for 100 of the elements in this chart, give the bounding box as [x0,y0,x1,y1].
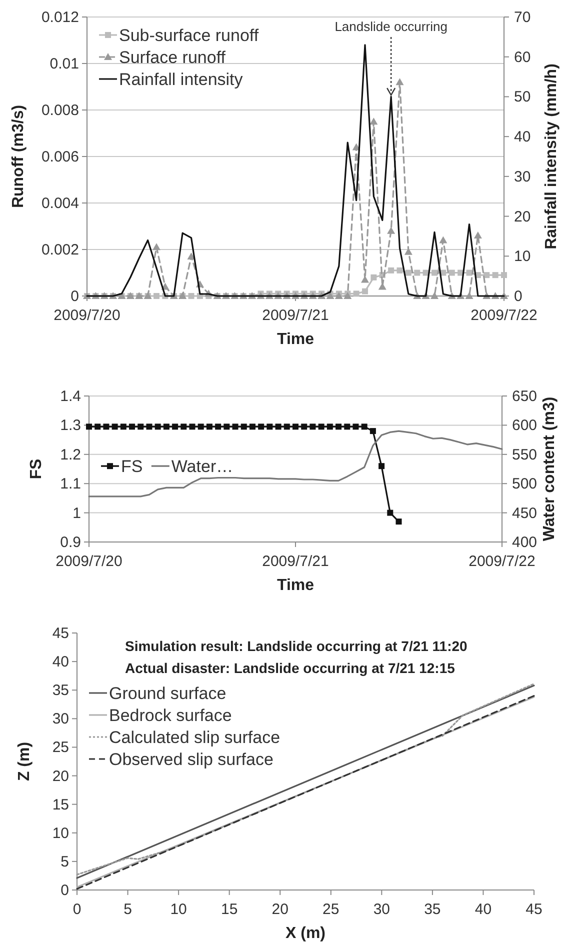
x-axis-title: Time [276,577,314,594]
x-axis-title: Time [276,331,314,348]
point [344,424,350,430]
point [310,424,316,430]
point [301,424,308,430]
point [378,282,386,290]
y-axis-title: FS [28,458,45,480]
x-tick-label: 45 [526,901,542,918]
point [163,424,170,430]
annotation: Actual disaster: Landslide occurring at 7/21 12:15 [125,660,456,676]
point [361,276,369,283]
y2-tick-label: 40 [514,128,531,146]
point [388,267,394,274]
annotation: Landslide occurring [334,19,448,34]
x-tick-label: 2009/7/20 [54,307,120,324]
y2-tick-label: 50 [514,88,531,106]
point [154,424,161,430]
x-axis-title: X (m) [286,925,326,942]
point [466,270,472,276]
point [370,428,376,434]
y-axis-title: Z (m) [16,742,33,782]
point [180,424,187,430]
legend-label: Calculated slip surface [109,728,280,747]
y-tick-label: 1.4 [60,388,81,405]
legend-label: Water… [171,457,234,476]
point [188,293,194,299]
point [396,518,402,525]
x-tick-label: 2009/7/21 [262,553,329,570]
point [396,267,403,274]
point [94,424,101,430]
y-tick-label: 1.1 [60,476,81,493]
point [352,424,359,430]
y-tick-label: 0.9 [60,534,81,551]
y-tick-label: 45 [52,625,69,642]
point [326,424,333,430]
legend-label: Bedrock surface [109,706,232,725]
y2-tick-label: 600 [512,417,538,434]
point [405,270,412,276]
legend-label: FS [121,457,143,476]
y-tick-label: 15 [52,796,69,814]
point [318,424,324,430]
point [387,226,396,234]
y2-tick-label: 650 [512,388,538,405]
x-tick-label: 25 [322,901,340,918]
point [396,78,404,86]
point [240,424,247,430]
point [501,272,507,278]
y2-tick-label: 550 [512,446,538,464]
x-tick-label: 30 [373,901,390,918]
point [465,292,474,299]
y-tick-label: 35 [52,682,69,700]
y2-tick-label: 400 [512,534,538,551]
x-tick-label: 2009/7/20 [56,553,122,570]
point [129,424,136,430]
y-tick-label: 0.002 [41,242,79,258]
point [258,424,264,430]
point [206,424,212,430]
point [448,270,455,276]
point [439,236,448,244]
point [146,424,152,430]
point [198,424,204,430]
y2-tick-label: 60 [514,48,531,66]
point [430,292,438,299]
y-tick-label: 10 [52,824,69,842]
y2-tick-label: 30 [514,168,531,186]
x-tick-label: 40 [474,901,492,918]
point [432,270,438,276]
point [120,424,126,430]
point [362,288,368,294]
point [249,424,256,430]
point [492,272,498,278]
x-tick-label: 2009/7/21 [262,307,329,324]
y-tick-label: 0.01 [50,56,79,72]
point [172,424,178,430]
point [370,274,377,280]
x-tick-label: 15 [220,901,238,918]
y-axis-title: Runoff (m3/s) [10,104,27,208]
point [232,424,238,430]
y2-tick-label: 450 [512,504,538,522]
x-tick-label: 2009/7/22 [468,553,536,570]
point [414,270,420,276]
point [474,232,482,239]
point [152,243,160,250]
y-tick-label: 0.006 [41,148,79,166]
y-tick-label: 20 [52,768,69,785]
point [86,424,92,430]
y2-axis-title: Rainfall intensity (mm/h) [543,64,560,250]
x-tick-label: 20 [272,901,288,918]
legend-label: Surface runoff [119,48,226,67]
legend-label: Rainfall intensity [119,70,244,89]
point [353,290,360,297]
line-series [88,430,503,498]
y-tick-label: 40 [52,654,69,671]
y-tick-label: 0 [60,882,69,899]
point [336,424,342,430]
y-tick-label: 0.008 [41,102,79,119]
point [378,463,385,470]
y-tick-label: 1.2 [60,446,81,464]
y2-tick-label: 500 [512,476,538,493]
y-tick-label: 25 [52,739,69,756]
